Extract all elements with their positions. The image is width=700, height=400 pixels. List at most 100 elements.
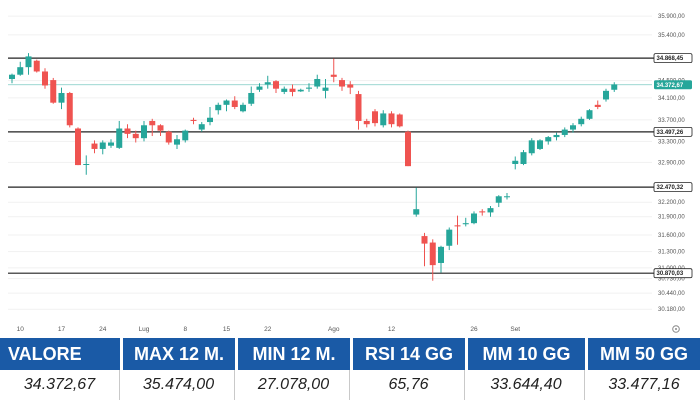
- candle: [586, 109, 593, 120]
- candle-body: [231, 100, 238, 107]
- y-tick-label: 30.180,00: [658, 307, 685, 313]
- candle: [611, 82, 618, 92]
- candle-body: [479, 211, 486, 213]
- y-tick-label: 33.700,00: [658, 118, 685, 124]
- level-label-2: 32.470,32: [657, 185, 684, 191]
- candle-body: [248, 92, 255, 104]
- support-resistance-lines: [8, 57, 654, 274]
- candle: [594, 100, 601, 110]
- candle: [553, 132, 560, 141]
- candle: [17, 61, 24, 76]
- candle: [438, 245, 444, 273]
- candle: [388, 111, 395, 128]
- candle-body: [561, 129, 568, 135]
- price-axis[interactable]: 35.900,0035.400,0034.500,0034.100,0033.7…: [653, 14, 693, 313]
- candle-body: [339, 80, 345, 87]
- candle-body: [306, 87, 312, 89]
- time-axis[interactable]: 10 17 24 Lug 8 15 22 Ago 12 26 Set: [17, 326, 521, 333]
- candle: [124, 124, 131, 139]
- stats-value-row: 34.372,67 35.474,00 27.078,00 65,76 33.6…: [0, 370, 700, 400]
- candle: [405, 130, 411, 167]
- candle-body: [256, 86, 263, 90]
- candle: [50, 77, 57, 104]
- candle: [471, 211, 477, 225]
- candle-body: [124, 128, 131, 134]
- candle-body: [570, 125, 576, 130]
- candle: [75, 127, 81, 166]
- level-label-box-1: [653, 126, 693, 137]
- candle-body: [372, 111, 378, 124]
- candle: [58, 87, 65, 110]
- candle: [273, 80, 279, 93]
- y-tick-label: 30.730,00: [658, 277, 685, 283]
- candle: [240, 102, 246, 113]
- candle-body: [157, 125, 164, 131]
- candle-body: [578, 118, 585, 125]
- x-tick-label: 15: [223, 326, 231, 333]
- candle-body: [215, 104, 222, 111]
- candle-body: [66, 92, 73, 126]
- candle: [487, 205, 494, 217]
- candle: [182, 129, 189, 143]
- y-tick-label: 31.900,00: [658, 215, 685, 221]
- candle: [9, 73, 15, 84]
- candle: [116, 120, 123, 149]
- candle: [504, 193, 510, 200]
- x-tick-label: 8: [183, 326, 187, 333]
- candle: [207, 106, 213, 126]
- candle: [561, 127, 568, 138]
- candle: [347, 81, 354, 95]
- x-tick-label: Set: [510, 326, 520, 333]
- candle-body: [297, 89, 304, 92]
- candle-body: [174, 139, 180, 145]
- candle-body: [405, 131, 411, 167]
- candle: [429, 239, 436, 281]
- candle-body: [207, 117, 213, 123]
- last-price-label-box: [654, 80, 692, 90]
- candlestick-chart[interactable]: 35.900,0035.400,0034.500,0034.100,0033.7…: [0, 0, 700, 338]
- candle: [528, 138, 535, 156]
- candle-body: [586, 110, 593, 119]
- x-tick-label: Ago: [328, 326, 340, 333]
- candle-body: [322, 87, 329, 91]
- candle: [281, 86, 288, 95]
- candle: [372, 109, 378, 127]
- x-tick-label: 26: [470, 326, 478, 333]
- candle-body: [108, 142, 114, 146]
- candle-body: [355, 94, 362, 121]
- y-tick-label: 33.300,00: [658, 139, 685, 145]
- candle: [141, 120, 147, 142]
- candle: [545, 136, 552, 145]
- candle: [33, 59, 40, 73]
- settings-icon[interactable]: [672, 325, 680, 333]
- candle: [190, 117, 197, 125]
- candle: [330, 58, 337, 83]
- candle: [363, 118, 370, 128]
- candle: [42, 68, 48, 89]
- candle: [446, 227, 453, 251]
- candle: [289, 84, 296, 97]
- candle-body: [281, 88, 288, 92]
- candle-body: [141, 125, 147, 139]
- last-price-label: 34.372,67: [657, 83, 684, 89]
- candle-body: [438, 246, 444, 263]
- candle-body: [75, 128, 81, 166]
- candle: [231, 96, 238, 110]
- candle: [413, 187, 420, 217]
- candle: [248, 86, 255, 106]
- x-tick-label: 17: [58, 326, 66, 333]
- candle: [454, 215, 461, 245]
- value-rsi-14gg: 65,76: [353, 370, 465, 400]
- candle-body: [347, 84, 354, 88]
- candle-body: [553, 134, 560, 138]
- candle-body: [495, 196, 502, 203]
- value-min-12m: 27.078,00: [238, 370, 350, 400]
- candle-body: [190, 119, 197, 121]
- candle-body: [520, 152, 527, 164]
- candle: [314, 74, 321, 89]
- candle: [149, 118, 156, 137]
- value-mm-10gg: 33.644,40: [468, 370, 585, 400]
- candle-body: [25, 56, 32, 68]
- candle: [198, 122, 205, 132]
- candle: [174, 134, 180, 149]
